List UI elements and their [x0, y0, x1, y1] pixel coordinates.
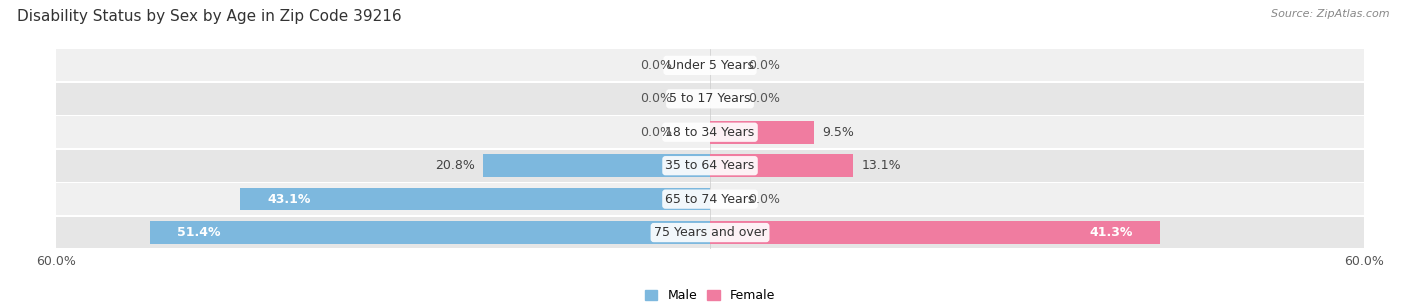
Bar: [56, 116, 1364, 148]
Text: Under 5 Years: Under 5 Years: [666, 59, 754, 72]
Text: 51.4%: 51.4%: [177, 226, 221, 239]
Text: 43.1%: 43.1%: [267, 193, 311, 206]
Text: 35 to 64 Years: 35 to 64 Years: [665, 159, 755, 172]
Bar: [710, 121, 814, 143]
Bar: [484, 154, 710, 177]
Text: 13.1%: 13.1%: [862, 159, 901, 172]
Text: 0.0%: 0.0%: [748, 92, 780, 105]
Bar: [150, 221, 710, 244]
Bar: [56, 50, 1364, 81]
Bar: [240, 188, 710, 210]
Text: 18 to 34 Years: 18 to 34 Years: [665, 126, 755, 139]
Text: Source: ZipAtlas.com: Source: ZipAtlas.com: [1271, 9, 1389, 19]
Bar: [56, 183, 1364, 215]
Text: 75 Years and over: 75 Years and over: [654, 226, 766, 239]
Text: 41.3%: 41.3%: [1090, 226, 1133, 239]
Text: 9.5%: 9.5%: [823, 126, 853, 139]
Text: 0.0%: 0.0%: [748, 59, 780, 72]
Text: Disability Status by Sex by Age in Zip Code 39216: Disability Status by Sex by Age in Zip C…: [17, 9, 402, 24]
Bar: [56, 83, 1364, 115]
Text: 20.8%: 20.8%: [434, 159, 475, 172]
Bar: [710, 221, 1160, 244]
Text: 5 to 17 Years: 5 to 17 Years: [669, 92, 751, 105]
Text: 0.0%: 0.0%: [640, 59, 672, 72]
Bar: [710, 154, 853, 177]
Text: 65 to 74 Years: 65 to 74 Years: [665, 193, 755, 206]
Text: 0.0%: 0.0%: [640, 92, 672, 105]
Legend: Male, Female: Male, Female: [640, 284, 780, 304]
Bar: [56, 150, 1364, 181]
Text: 0.0%: 0.0%: [640, 126, 672, 139]
Bar: [56, 217, 1364, 248]
Text: 0.0%: 0.0%: [748, 193, 780, 206]
